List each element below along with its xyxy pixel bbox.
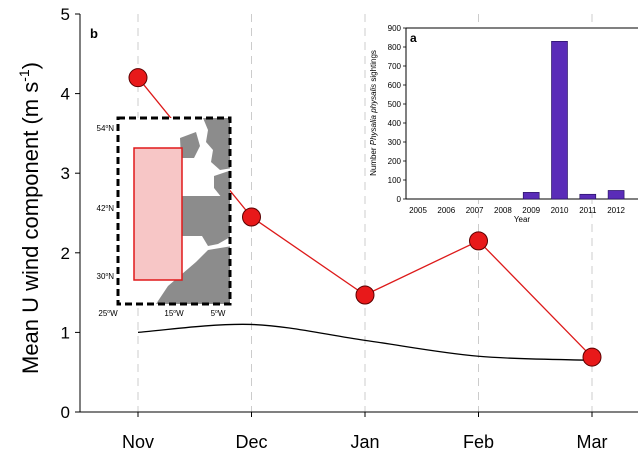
bar-y-tick-label: 600 [388, 81, 402, 90]
map-land-iberia [180, 196, 230, 246]
map-frame [116, 116, 232, 306]
bar-x-axis-label: Year [514, 215, 531, 224]
lon-label-5: 5oW [211, 309, 226, 318]
lon-label-25: 25oW [98, 309, 118, 318]
bar-x-tick-label: 2007 [466, 206, 484, 215]
lat-label-54: 54oN [97, 124, 115, 133]
main-series-point [355, 285, 375, 305]
map-land-ireland [180, 132, 200, 158]
bar-y-axis-label: Number Physalia physalis sightings [369, 50, 378, 176]
bar-y-tick-label: 100 [388, 176, 402, 185]
panel-a-label: a [410, 31, 417, 45]
main-y-tick-label: 3 [61, 164, 70, 183]
lat-label-42: 42oN [97, 204, 115, 213]
main-y-axis-label: Mean U wind component (m s-1) [16, 62, 43, 374]
bar-y-axis-label-italic: Physalia physalis [369, 84, 378, 145]
bar-y-tick-label: 0 [397, 195, 402, 204]
bar-y-tick-label: 200 [388, 157, 402, 166]
bar-y-ticks: 0 100 200 300 400 500 600 700 800 900 [388, 24, 406, 204]
main-series-point [582, 347, 602, 367]
map-inset: 54oN 42oN 30oN 25oW 15oW 5oW [97, 116, 232, 318]
main-x-tick-label: Feb [463, 432, 494, 452]
bar-y-tick-label: 400 [388, 119, 402, 128]
map-coordinate-labels: 54oN 42oN 30oN 25oW 15oW 5oW [97, 124, 226, 318]
map-land-africa [156, 246, 230, 304]
bar-x-tick-label: 2012 [607, 206, 625, 215]
bar-y-tick-label: 500 [388, 100, 402, 109]
bar-2012 [607, 190, 625, 200]
main-y-axis-label-sup: -1 [16, 69, 32, 82]
map-land-france [214, 170, 230, 198]
bar-y-tick-label: 700 [388, 62, 402, 71]
bar-x-tick-label: 2006 [437, 206, 455, 215]
main-y-tick-label: 0 [61, 403, 70, 422]
bar-2011 [579, 193, 597, 200]
bar-x-tick-label: 2010 [551, 206, 569, 215]
study-area-box [133, 147, 183, 281]
main-series-point [128, 68, 148, 88]
main-x-tick-label: Nov [122, 432, 154, 452]
bar-x-tick-label: 2009 [522, 206, 540, 215]
main-y-tick-label: 5 [61, 5, 70, 24]
main-x-ticks: Nov Dec Jan Feb Mar [122, 412, 608, 452]
main-x-tick-label: Mar [577, 432, 608, 452]
bar-x-tick-label: 2005 [409, 206, 427, 215]
lon-label-15: 15oW [164, 309, 184, 318]
bar-bars [522, 40, 625, 200]
bar-x-ticks: 2005 2006 2007 2008 2009 2010 2011 2012 [409, 206, 625, 215]
map-land-britain [203, 118, 230, 170]
main-y-tick-label: 4 [61, 85, 70, 104]
bar-x-tick-label: 2008 [494, 206, 512, 215]
main-y-tick-label: 1 [61, 323, 70, 342]
bar-y-tick-label: 300 [388, 138, 402, 147]
main-y-tick-label: 2 [61, 244, 70, 263]
lat-label-30: 30oN [97, 272, 115, 281]
main-series-smooth-line [137, 323, 593, 361]
main-series-point [469, 231, 488, 251]
main-y-ticks: 0 1 2 3 4 5 [61, 5, 80, 422]
panel-b-label: b [90, 26, 98, 41]
bar-inset-background [406, 24, 638, 200]
bar-2010 [551, 40, 568, 200]
bar-y-tick-label: 900 [388, 24, 402, 33]
main-x-tick-label: Jan [350, 432, 379, 452]
main-y-axis-label-close: ) [18, 62, 43, 69]
bar-x-tick-label: 2011 [579, 206, 597, 215]
bar-2009 [522, 192, 540, 200]
bar-y-tick-label: 800 [388, 43, 402, 52]
main-series-point [242, 207, 261, 227]
main-x-tick-label: Dec [235, 432, 267, 452]
